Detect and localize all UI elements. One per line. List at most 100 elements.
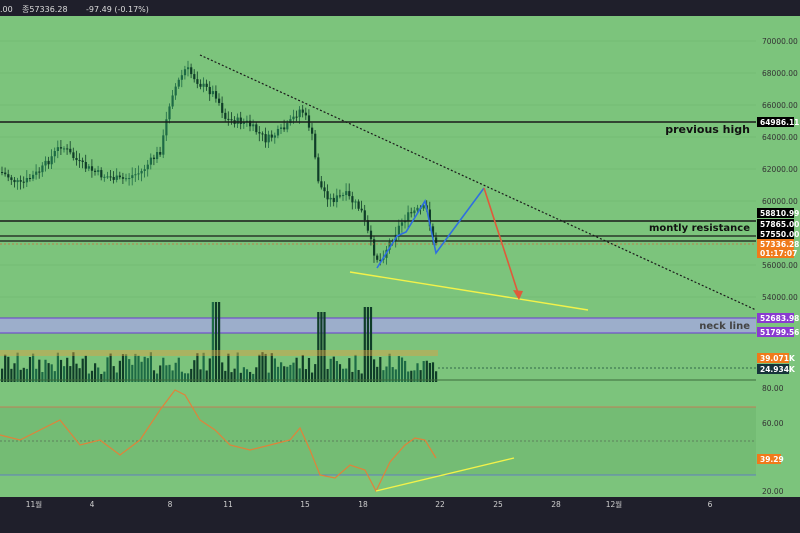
candle-body	[435, 237, 438, 243]
annotation-montly-resistance: montly resistance	[649, 223, 750, 234]
time-axis-panel[interactable]	[0, 497, 800, 533]
candle-body	[66, 148, 69, 150]
candle-body	[81, 160, 84, 162]
candle-body	[230, 119, 233, 121]
candle-body	[323, 187, 326, 192]
candle-body	[94, 170, 97, 172]
rsi-divergence-line[interactable]	[375, 457, 515, 492]
volume-bar	[233, 368, 236, 382]
candle-body	[397, 225, 400, 235]
candle-body	[56, 147, 59, 151]
candle-body	[131, 175, 134, 179]
volume-bar	[345, 368, 348, 382]
volume-bar	[394, 369, 397, 382]
price-tick: 56000.00	[762, 261, 798, 270]
volume-bar	[112, 366, 115, 382]
volume-bar	[382, 370, 385, 382]
volume-bar	[28, 356, 32, 382]
volume-bar	[47, 363, 50, 382]
candle-body	[137, 173, 140, 175]
candle-body	[351, 196, 354, 203]
candle-body	[28, 178, 32, 180]
rsi-axis: 80.00 60.00 20.00	[762, 384, 784, 496]
volume-bar	[174, 362, 177, 382]
volume-bar	[276, 366, 280, 382]
volume-bar	[280, 362, 283, 382]
candle-body	[379, 259, 382, 261]
candle-body	[134, 174, 137, 176]
badge-volume-ma	[757, 353, 789, 363]
volume-bar	[351, 371, 354, 382]
volume-bar	[134, 353, 137, 382]
candle-body	[196, 79, 199, 84]
candle-body	[348, 191, 351, 197]
candle-body	[168, 106, 171, 120]
candle-body	[156, 152, 159, 160]
candle-body	[146, 164, 149, 170]
volume-bar	[69, 366, 72, 382]
badge-resistance-lower-text: 57550.00	[760, 230, 799, 239]
volume-bar	[252, 373, 255, 382]
volume-bar	[236, 352, 239, 382]
volume-bar	[162, 357, 165, 382]
neck-line-band[interactable]	[0, 318, 756, 333]
candle-body	[345, 191, 348, 196]
candle-body	[19, 180, 22, 182]
candle-body	[125, 178, 128, 180]
candle-body	[236, 117, 239, 124]
volume-bar	[159, 365, 162, 382]
volume-bar	[348, 358, 351, 382]
volume-bar	[165, 365, 168, 382]
projection-arrow[interactable]	[483, 187, 520, 297]
time-tick: 8	[168, 500, 173, 509]
price-tick: 60000.00	[762, 197, 798, 206]
pattern-drawing[interactable]	[376, 187, 485, 269]
volume-bar	[431, 362, 435, 382]
candle-body	[159, 152, 162, 155]
candle-body	[301, 109, 304, 113]
candle-body	[283, 127, 286, 130]
candle-body	[211, 91, 214, 95]
price-change-text: -97.49 (-0.17%)	[86, 5, 149, 14]
volume-bar	[311, 372, 314, 382]
candle-body	[128, 178, 131, 180]
candle-body	[416, 207, 419, 211]
volume-bar	[84, 355, 87, 382]
volume-bar	[205, 370, 208, 382]
badge-resistance-mid	[757, 219, 794, 229]
candle-body	[25, 178, 28, 183]
support-trendline[interactable]	[349, 271, 589, 311]
volume-bar	[314, 364, 317, 382]
volume-bar	[422, 361, 425, 382]
candle-body	[47, 160, 50, 165]
candle-body	[317, 157, 320, 182]
badge-neck-lower-text: 51799.56	[760, 328, 799, 337]
volume-bar	[258, 354, 261, 382]
volume-bar	[193, 360, 196, 382]
annotation-previous-high: previous high	[665, 123, 750, 136]
candle-body	[109, 176, 112, 178]
volume-bar	[357, 369, 360, 382]
volume-bar	[289, 364, 292, 382]
volume-bar	[385, 366, 388, 382]
volume-bar	[146, 358, 149, 382]
candle-body	[224, 112, 227, 119]
descending-trendline[interactable]	[199, 54, 757, 311]
candle-body	[270, 134, 273, 138]
volume-bar	[1, 368, 4, 382]
candle-body	[174, 86, 177, 96]
volume-bar	[22, 367, 25, 382]
badge-rsi-text: 39.29	[760, 455, 784, 464]
candle-body	[329, 197, 332, 200]
ohlc-open-text: .00	[0, 5, 13, 14]
volume-ma-band	[0, 350, 438, 356]
candle-body	[22, 181, 25, 183]
badge-last-price	[757, 239, 794, 258]
volume-bar	[249, 371, 252, 382]
volume-bar	[171, 370, 174, 382]
volume-bar	[376, 366, 379, 382]
candle-body	[84, 161, 87, 169]
candle-body	[273, 135, 276, 138]
